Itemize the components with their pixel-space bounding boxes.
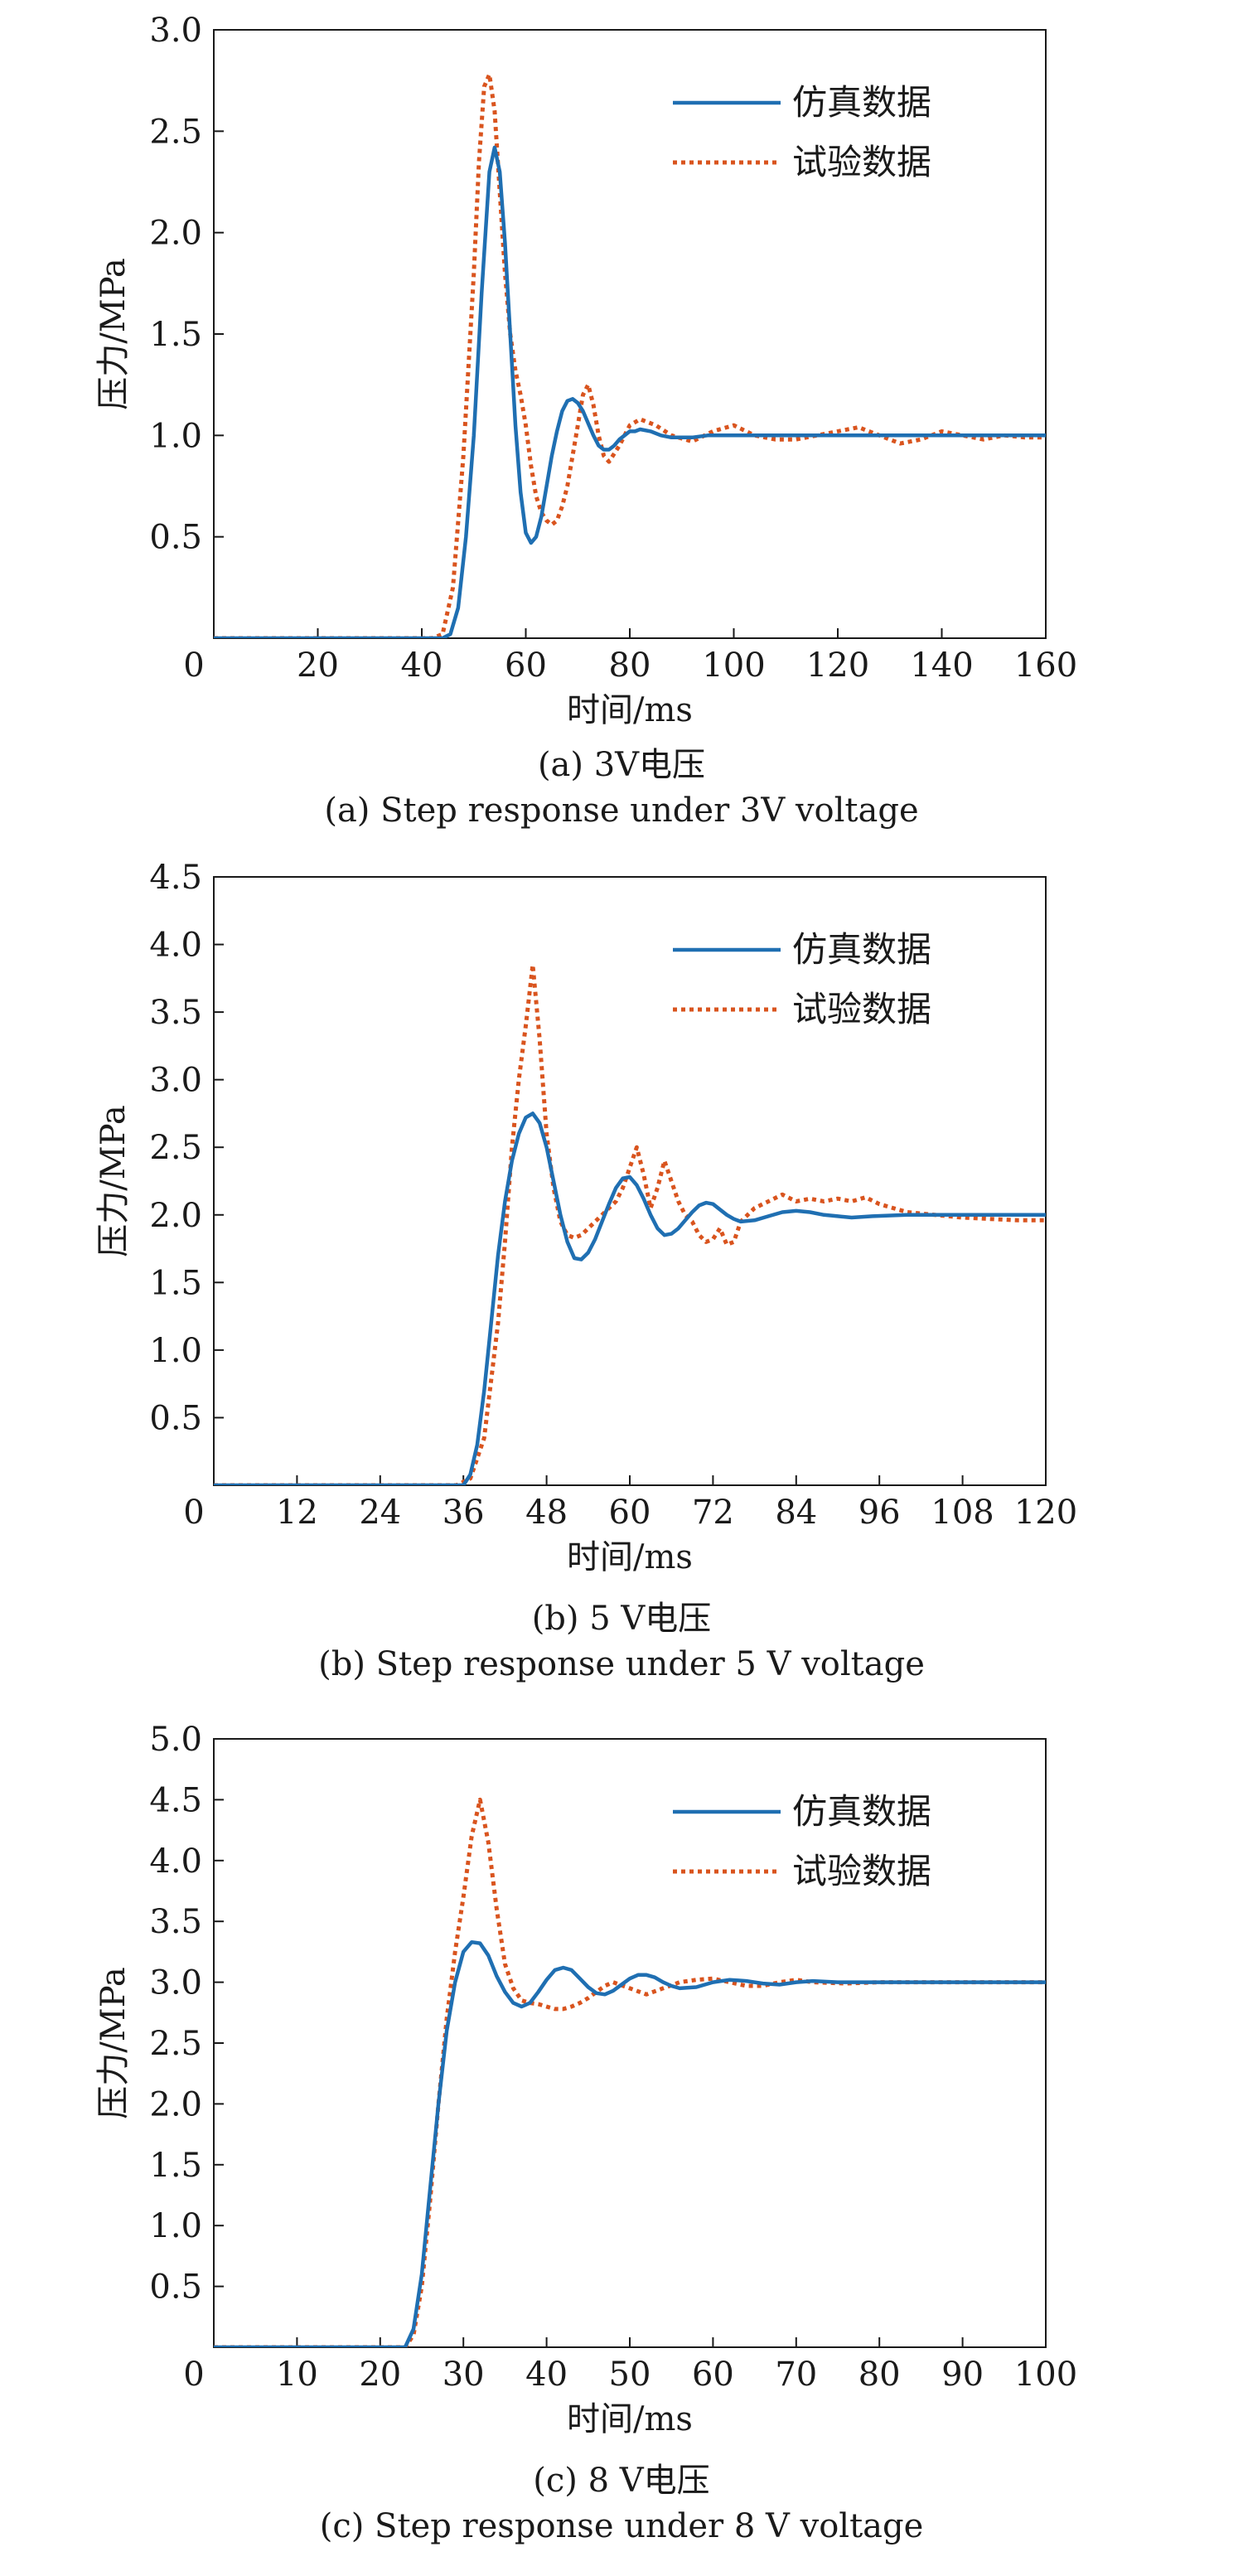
x-tick-label: 60 <box>609 1494 651 1532</box>
chart-a: 0 20 40 60 80 100 120 140 160 0.5 1.0 1.5 2.0 2.5 3.0 时… <box>94 12 1077 729</box>
y-tick-label: 4.5 <box>149 859 202 897</box>
y-tick-label: 3.0 <box>149 1062 202 1100</box>
x-axis-label: 时间/ms <box>567 1538 693 1576</box>
x-tick-label: 60 <box>692 2356 734 2394</box>
y-tick-label: 2.5 <box>149 1129 202 1167</box>
x-axis-label: 时间/ms <box>567 691 693 729</box>
x-tick-label: 20 <box>297 646 339 685</box>
x-tick-label: 20 <box>359 2356 401 2394</box>
legend-label: 试验数据 <box>792 1851 931 1891</box>
y-tick-label: 4.0 <box>149 1842 202 1881</box>
x-tick-label: 120 <box>1014 1494 1077 1532</box>
x-tick-label: 30 <box>443 2356 485 2394</box>
x-tick-label: 48 <box>525 1494 568 1532</box>
y-tick-label: 3.0 <box>149 12 202 50</box>
series-sim-line <box>214 145 1046 638</box>
legend-label: 仿真数据 <box>792 82 931 123</box>
x-tick-label: 0 <box>183 1494 204 1532</box>
series-test-line <box>214 72 1046 638</box>
x-tick-label: 40 <box>401 646 443 685</box>
y-tick-label: 2.5 <box>149 113 202 151</box>
x-tick-label: 96 <box>858 1494 901 1532</box>
y-tick-label: 1.0 <box>149 1332 202 1370</box>
x-axis-label: 时间/ms <box>567 2400 693 2438</box>
y-tick-label: 1.5 <box>149 316 202 354</box>
x-tick-label: 12 <box>276 1494 318 1532</box>
x-tick-label: 140 <box>910 646 973 685</box>
x-tick-label: 120 <box>806 646 869 685</box>
y-tick-label: 1.0 <box>149 417 202 455</box>
caption-en-a: (a) Step response under 3V voltage <box>324 792 919 830</box>
legend-label: 仿真数据 <box>792 1791 931 1832</box>
series-test-line <box>214 962 1046 1485</box>
series-sim-line <box>214 1111 1046 1485</box>
y-tick-label: 4.5 <box>149 1781 202 1819</box>
caption-cn-a: (a) 3V电压 <box>537 746 706 784</box>
x-tick-label: 160 <box>1014 646 1077 685</box>
legend-label: 仿真数据 <box>792 929 931 970</box>
x-tick-label: 100 <box>1014 2356 1077 2394</box>
y-tick-label: 0.5 <box>149 2269 202 2307</box>
x-tick-label: 80 <box>858 2356 901 2394</box>
x-tick-label: 72 <box>692 1494 734 1532</box>
x-tick-label: 24 <box>359 1494 401 1532</box>
chart-b: 0 12 24 36 48 60 72 84 96 108 120 0.5 1.0 1.5 2.0 2.5 3.… <box>94 859 1077 1576</box>
x-tick-label: 0 <box>183 2356 204 2394</box>
series-test-line <box>214 1797 1046 2347</box>
x-tick-label: 100 <box>702 646 765 685</box>
caption-cn-b: (b) 5 V电压 <box>531 1600 712 1638</box>
x-tick-label: 36 <box>443 1494 485 1532</box>
chart-c: 0 10 20 30 40 50 60 70 80 90 100 0.5 1.0 1.5 2.0 2.5 3.0… <box>94 1721 1077 2438</box>
y-axis-label: 压力/MPa <box>94 1967 133 2118</box>
caption-en-b: (b) Step response under 5 V voltage <box>318 1645 925 1683</box>
x-tick-label: 108 <box>931 1494 994 1532</box>
y-tick-label: 2.0 <box>149 215 202 253</box>
y-tick-label: 3.0 <box>149 1964 202 2002</box>
legend-label: 试验数据 <box>792 989 931 1029</box>
x-tick-label: 84 <box>775 1494 817 1532</box>
x-tick-label: 60 <box>505 646 547 685</box>
y-tick-label: 3.5 <box>149 994 202 1032</box>
y-tick-label: 1.5 <box>149 2147 202 2185</box>
series-sim-line <box>214 1939 1046 2347</box>
y-tick-label: 1.5 <box>149 1264 202 1302</box>
y-tick-label: 1.0 <box>149 2207 202 2245</box>
y-tick-label: 2.5 <box>149 2025 202 2063</box>
x-tick-label: 40 <box>525 2356 568 2394</box>
y-tick-label: 2.0 <box>149 2085 202 2123</box>
x-tick-label: 50 <box>609 2356 651 2394</box>
y-tick-label: 3.5 <box>149 1903 202 1941</box>
y-tick-label: 0.5 <box>149 1399 202 1437</box>
caption-en-c: (c) Step response under 8 V voltage <box>319 2507 924 2545</box>
y-tick-label: 0.5 <box>149 519 202 557</box>
chart-panel-b: 0 12 24 36 48 60 72 84 96 108 120 0.5 1.0 1.5 2.0 2.5 3.… <box>0 854 1243 1707</box>
y-tick-label: 4.0 <box>149 927 202 965</box>
x-tick-label: 80 <box>609 646 651 685</box>
caption-cn-c: (c) 8 V电压 <box>533 2462 710 2500</box>
legend-label: 试验数据 <box>792 142 931 182</box>
chart-panel-a: 0 20 40 60 80 100 120 140 160 0.5 1.0 1.5 2.0 2.5 3.0 时… <box>0 0 1243 845</box>
x-tick-label: 0 <box>183 646 204 685</box>
y-axis-label: 压力/MPa <box>94 258 133 409</box>
x-tick-label: 90 <box>941 2356 984 2394</box>
y-tick-label: 5.0 <box>149 1721 202 1759</box>
y-tick-label: 2.0 <box>149 1197 202 1235</box>
y-axis-label: 压力/MPa <box>94 1105 133 1257</box>
x-tick-label: 70 <box>775 2356 817 2394</box>
chart-panel-c: 0 10 20 30 40 50 60 70 80 90 100 0.5 1.0 1.5 2.0 2.5 3.0… <box>0 1707 1243 2576</box>
x-tick-label: 10 <box>276 2356 318 2394</box>
